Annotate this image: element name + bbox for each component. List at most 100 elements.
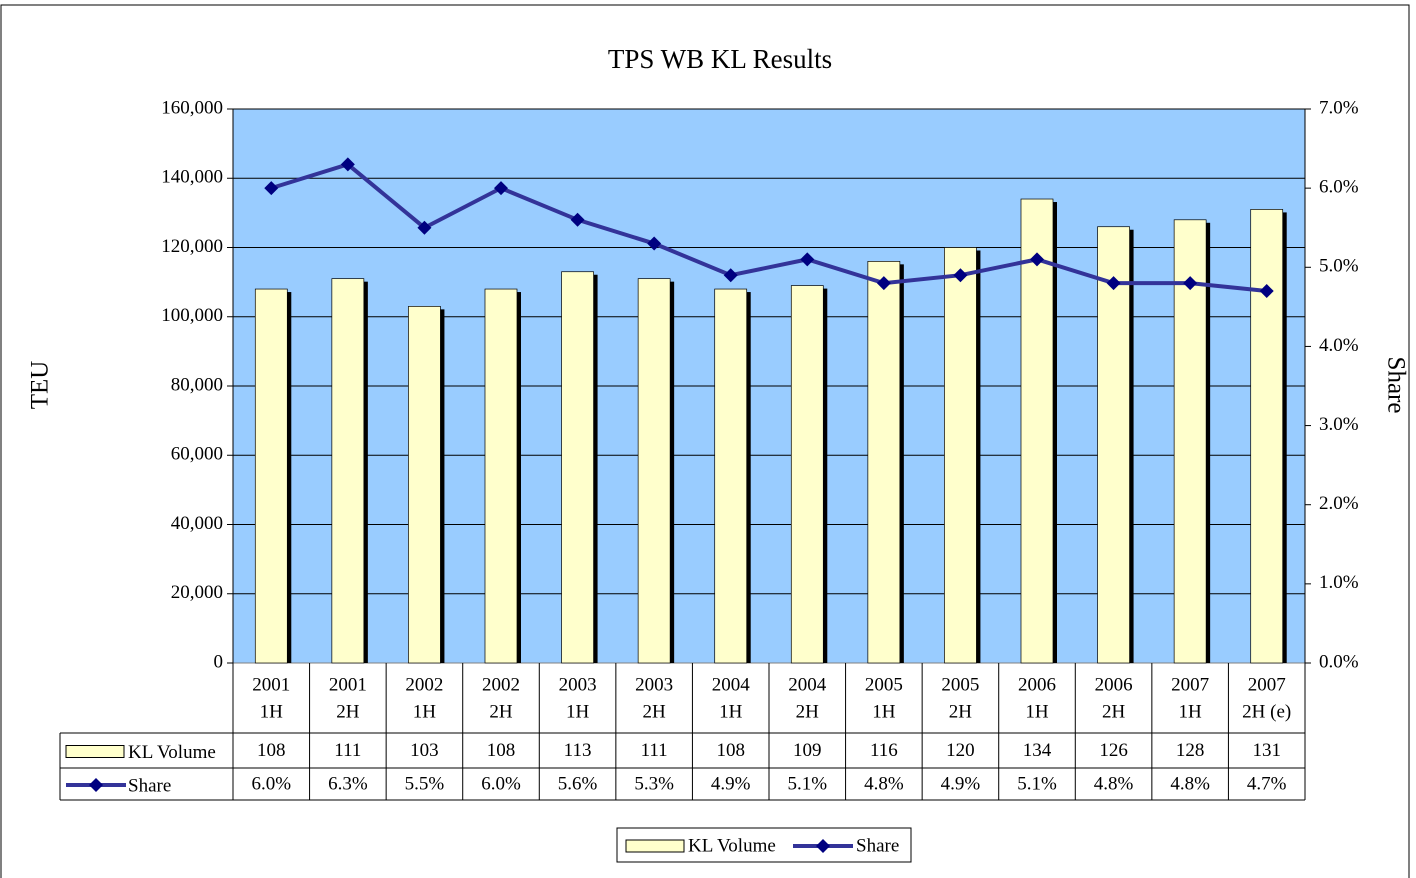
marker [1183,276,1198,291]
table-cell: 6.0% [481,773,521,794]
table-cell: 128 [1176,740,1205,761]
y2-tick-label: 2.0% [1319,493,1359,514]
table-cell: 109 [793,740,822,761]
table-cell: 113 [564,740,592,761]
table-cell: 134 [1023,740,1052,761]
legend-swatch [625,839,685,853]
bar [790,285,824,664]
x-tick-label: 2001 [329,674,367,695]
bar [714,288,748,664]
y2-tick-label: 4.0% [1319,335,1359,356]
table-cell: 116 [870,740,898,761]
table-cell: 108 [257,740,286,761]
x-tick-label: 2003 [559,674,597,695]
x-tick-label: 2006 [1095,674,1133,695]
marker [264,181,279,196]
x-tick-label: 1H [413,701,437,722]
x-tick-label: 2005 [865,674,903,695]
y-tick-label: 80,000 [171,374,223,395]
bar [637,278,671,664]
y2-tick-label: 6.0% [1319,177,1359,198]
marker [1259,284,1274,299]
table-cell: 4.9% [711,773,751,794]
table-cell: 120 [946,740,975,761]
x-tick-label: 1H [566,701,590,722]
bar [944,247,977,664]
line [270,162,1267,294]
y-tick-label: 160,000 [161,97,223,118]
bar [1250,209,1284,664]
x-tick-label: 2H [796,701,820,722]
y2-axis-title: Share [1382,357,1409,414]
x-tick-label: 2006 [1018,674,1056,695]
x-tick-label: 1H [872,701,896,722]
bar [1173,219,1207,664]
table-row-label: KL Volume [128,742,216,763]
y-tick-label: 100,000 [161,305,223,326]
bar [867,261,901,664]
marker [494,181,508,196]
marker [723,268,738,283]
marker [417,220,432,235]
y2-tick-label: 1.0% [1319,572,1359,593]
x-tick-label: 2007 [1248,674,1286,695]
table-cell: 5.3% [634,773,674,794]
x-tick-label: 1H [1025,701,1049,722]
y-tick-label: 60,000 [171,444,223,465]
marker [570,212,585,227]
bar [1020,198,1054,664]
chart-title: TPS WB KL Results [608,44,832,74]
table-cell: 131 [1252,740,1281,761]
x-tick-label: 2H [643,701,667,722]
x-tick-label: 2005 [941,674,979,695]
y2-tick-label: 3.0% [1319,414,1359,435]
x-tick-label: 2007 [1171,674,1209,695]
x-tick-label: 1H [1179,701,1203,722]
x-tick-label: 2001 [252,674,290,695]
x-tick-label: 1H [260,701,284,722]
table-cell: 111 [334,740,361,761]
y2-tick-label: 7.0% [1319,97,1359,118]
x-tick-label: 2002 [482,674,520,695]
x-tick-label: 2H [336,701,360,722]
table-cell: 126 [1099,740,1128,761]
x-tick-label: 2H (e) [1242,701,1291,722]
bar [254,288,288,664]
table-cell: 4.8% [864,773,904,794]
table-cell: 108 [487,740,516,761]
legend-label: Share [856,835,899,856]
table-row-label: Share [128,775,171,796]
bar [331,278,365,664]
table-cell: 5.5% [405,773,445,794]
table-cell: 4.8% [1170,773,1210,794]
table-cell: 108 [716,740,745,761]
marker [1030,252,1044,267]
x-tick-label: 2004 [788,674,827,695]
table-cell: 103 [410,740,439,761]
y-tick-label: 120,000 [161,236,223,257]
x-tick-label: 2H [1102,701,1126,722]
bar [561,271,594,664]
x-tick-label: 2003 [635,674,673,695]
legend-swatch [65,745,125,758]
x-tick-label: 1H [719,701,743,722]
y-tick-label: 40,000 [171,513,223,534]
bar [484,288,518,664]
legend-marker [89,778,103,792]
legend-label: KL Volume [688,835,776,856]
marker [876,276,891,291]
y-axis-title: TEU [27,361,54,410]
x-tick-label: 2002 [405,674,443,695]
x-tick-label: 2H [489,701,513,722]
y-tick-label: 0 [214,651,224,672]
marker [800,252,815,267]
marker [647,236,662,251]
y2-tick-label: 5.0% [1319,256,1359,277]
table-cell: 4.9% [941,773,981,794]
y-tick-label: 20,000 [171,582,223,603]
marker [953,268,968,283]
bar [408,306,441,664]
marker [1106,276,1121,291]
table-cell: 5.6% [558,773,598,794]
